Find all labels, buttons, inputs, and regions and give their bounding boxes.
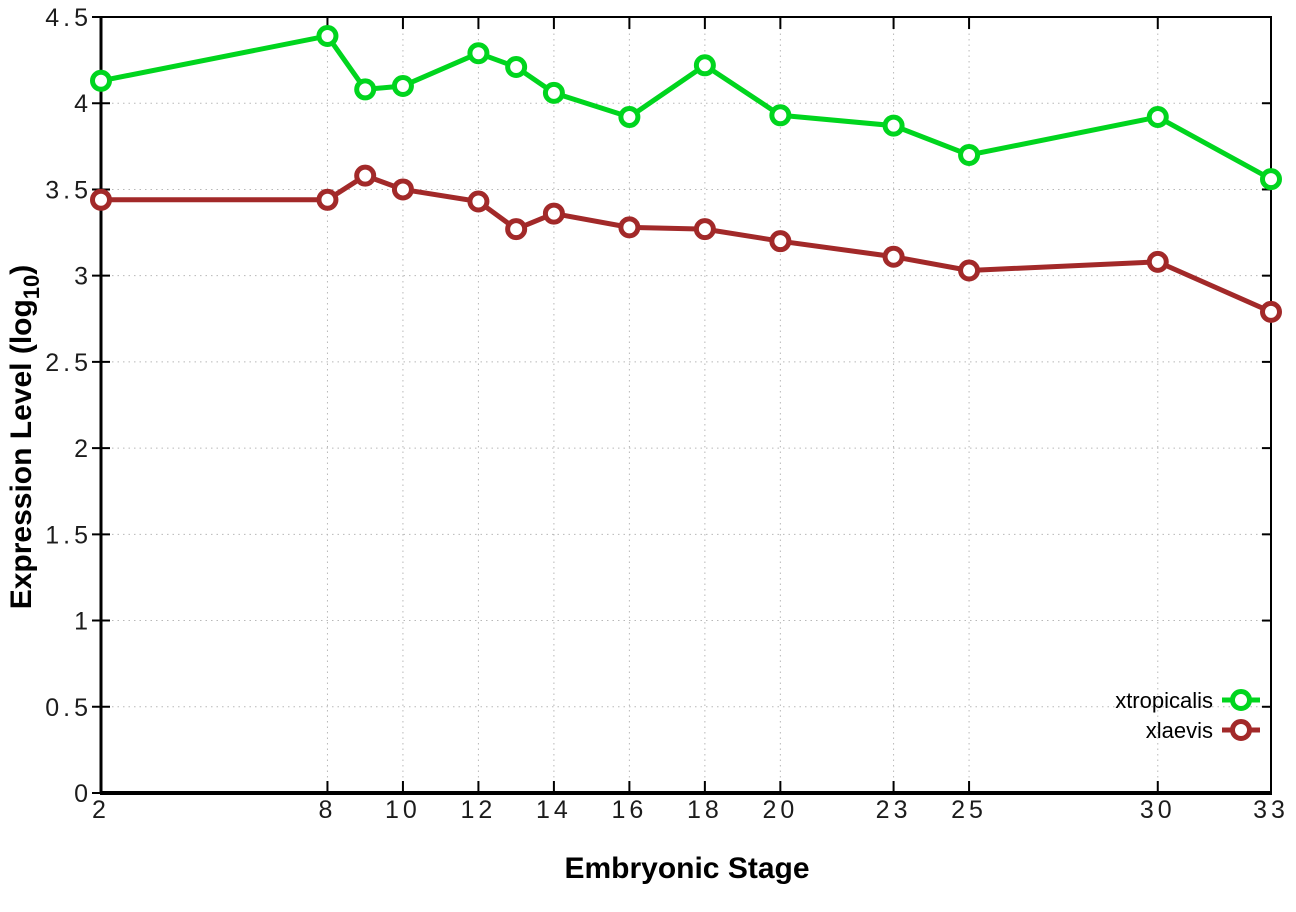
x-tick-label-23: 23: [876, 796, 912, 824]
point-xtropicalis-stage-23: [882, 114, 905, 137]
series-xlaevis: [90, 164, 1282, 323]
point-xtropicalis-stage-25: [958, 143, 981, 166]
point-xtropicalis-stage-18: [693, 54, 716, 77]
plot-border: [99, 16, 1272, 795]
point-xlaevis-stage-23: [882, 245, 905, 268]
point-xtropicalis-stage-16: [618, 106, 641, 129]
legend-label-xlaevis: xlaevis: [1146, 718, 1213, 743]
point-xtropicalis-stage-20: [769, 104, 792, 127]
y-tick-labels: 0 0.5 1 1.5 2 2.5 3 3.5 4 4.5: [45, 4, 92, 808]
point-xlaevis-stage-25: [958, 259, 981, 282]
axis-ticks: [92, 16, 1272, 794]
y-tick-label-3: 3: [74, 263, 92, 291]
y-tick-label-4: 4: [74, 90, 92, 118]
point-xlaevis-stage-30: [1146, 250, 1169, 273]
plot-box: [100, 16, 1272, 794]
x-tick-label-10: 10: [385, 796, 421, 824]
x-tick-label-12: 12: [461, 796, 497, 824]
line-xtropicalis: [98, 33, 1274, 182]
y-tick-label-0.5: 0.5: [45, 694, 92, 722]
y-tick-label-2: 2: [74, 435, 92, 463]
x-tick-label-18: 18: [687, 796, 723, 824]
y-axis-title: Expression Level (log10): [5, 265, 44, 610]
point-xlaevis-stage-9: [354, 164, 377, 187]
point-xtropicalis-stage-2: [90, 69, 112, 92]
x-tick-label-2: 2: [92, 796, 110, 824]
y-tick-label-1.5: 1.5: [45, 521, 92, 549]
point-xlaevis-stage-13: [505, 218, 528, 241]
legend-item-xtropicalis: xtropicalis: [1115, 688, 1260, 713]
y-tick-label-3.5: 3.5: [45, 176, 92, 204]
x-tick-label-25: 25: [951, 796, 987, 824]
series-xtropicalis: [90, 24, 1282, 191]
x-tick-label-20: 20: [762, 796, 798, 824]
point-xtropicalis-stage-10: [391, 74, 414, 97]
point-xtropicalis-stage-12: [467, 42, 490, 65]
point-xtropicalis-stage-14: [542, 81, 565, 104]
x-tick-labels: 2 8 10 12 14 16 18 20 23 25 30 33: [92, 796, 1289, 824]
x-tick-label-33: 33: [1253, 796, 1289, 824]
point-xtropicalis-stage-13: [505, 56, 528, 79]
legend-marker-xlaevis: [1230, 719, 1252, 741]
point-xlaevis-stage-20: [769, 230, 792, 253]
y-tick-label-0: 0: [74, 780, 92, 808]
point-xtropicalis-stage-9: [354, 78, 377, 101]
point-xtropicalis-stage-30: [1146, 106, 1169, 129]
data-series: [90, 24, 1282, 323]
point-xlaevis-stage-33: [1260, 300, 1282, 323]
point-xlaevis-stage-18: [693, 218, 716, 241]
point-xlaevis-stage-16: [618, 216, 641, 239]
x-tick-label-8: 8: [318, 796, 336, 824]
point-xlaevis-stage-12: [467, 190, 490, 213]
x-axis-title: Embryonic Stage: [564, 852, 809, 885]
point-xlaevis-stage-2: [90, 188, 112, 211]
legend-label-xtropicalis: xtropicalis: [1115, 688, 1213, 713]
legend-item-xlaevis: xlaevis: [1146, 718, 1260, 743]
x-tick-label-14: 14: [536, 796, 572, 824]
x-tick-label-30: 30: [1140, 796, 1176, 824]
y-tick-label-4.5: 4.5: [45, 4, 92, 32]
line-xlaevis: [98, 173, 1274, 315]
x-tick-label-16: 16: [611, 796, 647, 824]
point-xtropicalis-stage-33: [1260, 168, 1282, 191]
legend: xtropicalis xlaevis: [1115, 688, 1260, 743]
point-xlaevis-stage-8: [316, 188, 339, 211]
point-xlaevis-stage-10: [391, 178, 414, 201]
legend-marker-xtropicalis: [1230, 689, 1252, 711]
gridlines: [101, 17, 1271, 793]
point-xlaevis-stage-14: [542, 202, 565, 225]
y-tick-label-1: 1: [74, 608, 92, 636]
point-xtropicalis-stage-8: [316, 24, 339, 47]
y-tick-label-2.5: 2.5: [45, 349, 92, 377]
